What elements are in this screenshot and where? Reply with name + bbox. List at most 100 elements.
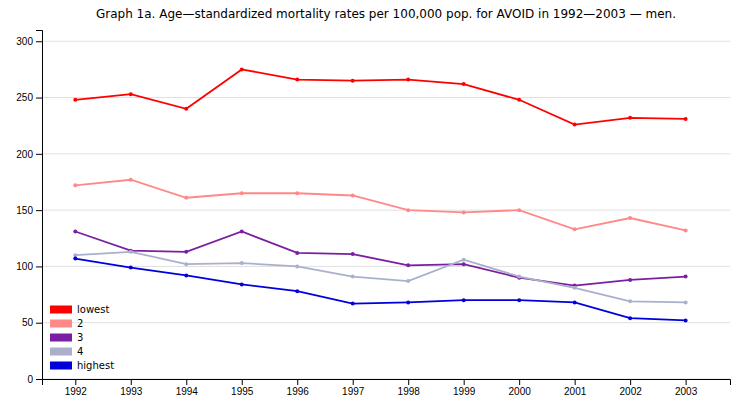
- legend-swatch: [50, 362, 72, 370]
- point: [628, 278, 632, 282]
- point: [462, 258, 466, 262]
- point: [73, 98, 77, 102]
- point: [295, 264, 299, 268]
- tick-mark: [36, 266, 42, 267]
- point: [628, 316, 632, 320]
- tick-label: 2003: [675, 386, 698, 397]
- point: [462, 82, 466, 86]
- point: [462, 210, 466, 214]
- tick-label: 150: [16, 205, 33, 216]
- plot: 1992199319941995199619971998199920002001…: [16, 31, 730, 398]
- tick: 200: [16, 149, 42, 160]
- point: [628, 299, 632, 303]
- point: [573, 227, 577, 231]
- tick-label: 1996: [287, 386, 310, 397]
- tick-label: 2001: [564, 386, 587, 397]
- tick-mark: [186, 379, 187, 385]
- point: [240, 282, 244, 286]
- tick: 1999: [453, 379, 476, 397]
- tick-label: 0: [27, 374, 33, 385]
- tick: 2002: [620, 379, 643, 397]
- point: [73, 183, 77, 187]
- point: [628, 216, 632, 220]
- chart: Graph 1a. Age—standardized mortality rat…: [0, 0, 748, 409]
- point: [462, 298, 466, 302]
- point: [295, 78, 299, 82]
- point: [73, 230, 77, 234]
- point: [129, 178, 133, 182]
- point: [240, 67, 244, 71]
- point: [406, 279, 410, 283]
- point: [184, 273, 188, 277]
- point: [351, 252, 355, 256]
- point: [129, 266, 133, 270]
- point: [406, 300, 410, 304]
- point: [573, 286, 577, 290]
- grid-line: [42, 153, 730, 154]
- point: [73, 257, 77, 261]
- grid-line: [42, 266, 730, 267]
- tick-label: 1994: [176, 386, 199, 397]
- tick: 1997: [342, 379, 365, 397]
- grid-line: [42, 210, 730, 211]
- point: [184, 196, 188, 200]
- point: [351, 302, 355, 306]
- legend-swatch: [50, 348, 72, 356]
- point: [406, 208, 410, 212]
- tick-label: 200: [16, 149, 33, 160]
- point: [517, 298, 521, 302]
- tick-mark: [353, 379, 354, 385]
- tick: 150: [16, 205, 42, 216]
- point: [628, 116, 632, 120]
- legend-item: lowest: [50, 304, 109, 315]
- point: [295, 191, 299, 195]
- legend-item: 4: [50, 346, 83, 357]
- tick-label: 100: [16, 261, 33, 272]
- tick: 2001: [564, 379, 587, 397]
- legend-swatch: [50, 306, 72, 314]
- legend-item: 2: [50, 318, 83, 329]
- tick-mark: [131, 379, 132, 385]
- tick: 1994: [176, 379, 199, 397]
- tick-label: 1998: [398, 386, 421, 397]
- tick-mark: [75, 379, 76, 385]
- tick: 1998: [398, 379, 421, 397]
- tick: 1995: [231, 379, 254, 397]
- point: [351, 79, 355, 83]
- series-line: [75, 69, 685, 124]
- axis-line: [36, 31, 43, 380]
- point: [517, 275, 521, 279]
- point: [240, 261, 244, 265]
- tick-mark: [686, 379, 687, 385]
- grid: [42, 41, 730, 379]
- point: [295, 251, 299, 255]
- point: [517, 208, 521, 212]
- point: [129, 92, 133, 96]
- tick: 100: [16, 261, 42, 272]
- series-line: [75, 232, 685, 286]
- point: [573, 300, 577, 304]
- tick-label: 2002: [620, 386, 643, 397]
- tick-mark: [242, 379, 243, 385]
- tick-mark: [36, 323, 42, 324]
- tick-mark: [630, 379, 631, 385]
- y-axis: 050100150200250300: [16, 31, 42, 385]
- tick-mark: [464, 379, 465, 385]
- point: [573, 123, 577, 127]
- tick-label: 1995: [231, 386, 254, 397]
- point: [295, 289, 299, 293]
- point: [684, 117, 688, 121]
- tick-mark: [36, 41, 42, 42]
- tick-mark: [408, 379, 409, 385]
- legend-label: 4: [77, 346, 83, 357]
- tick-label: 2000: [509, 386, 532, 397]
- point: [406, 263, 410, 267]
- tick: 2000: [509, 379, 532, 397]
- tick-label: 1992: [65, 386, 88, 397]
- grid-line: [42, 41, 730, 42]
- series-line: [75, 252, 685, 303]
- point: [351, 275, 355, 279]
- point: [184, 250, 188, 254]
- legend-swatch: [50, 334, 72, 342]
- tick-label: 1997: [342, 386, 365, 397]
